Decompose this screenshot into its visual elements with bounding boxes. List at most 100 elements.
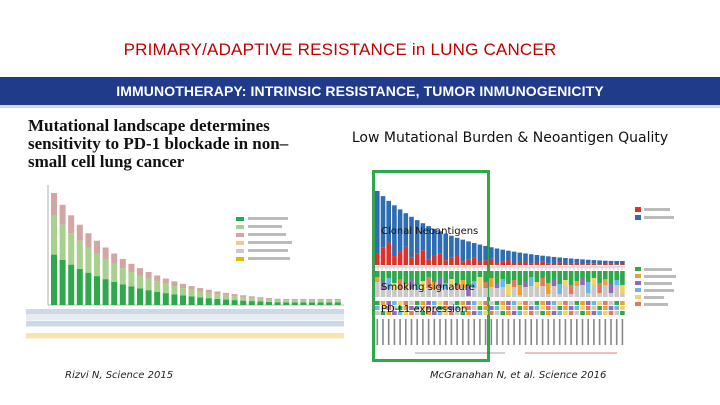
bar-segment — [171, 286, 178, 295]
sample-label — [541, 319, 544, 345]
bar-segment — [257, 297, 264, 299]
signature-cell — [517, 295, 523, 297]
bar-segment — [188, 289, 195, 297]
bar-segment — [197, 288, 204, 292]
bar-segment — [540, 261, 545, 265]
heatmap-cell — [540, 306, 545, 310]
bar-segment — [51, 254, 57, 305]
bar-segment — [85, 233, 92, 248]
bar-segment — [68, 215, 75, 234]
bar-segment — [534, 254, 540, 263]
signature-cell — [546, 283, 551, 294]
signature-cell — [375, 282, 380, 297]
bar-segment — [76, 240, 83, 269]
signature-cell — [443, 283, 448, 289]
heatmap-cell — [386, 306, 391, 310]
heatmap-cell — [409, 306, 414, 310]
bar-segment — [154, 275, 161, 282]
bar-segment — [102, 279, 109, 305]
signature-cell — [409, 271, 414, 280]
bar-segment — [94, 253, 100, 277]
bar-segment — [580, 264, 585, 265]
bar-segment — [188, 296, 195, 305]
signature-cell — [603, 279, 608, 285]
bar-segment — [471, 243, 477, 258]
heatmap-cell — [506, 311, 511, 315]
heatmap-cell — [546, 301, 551, 305]
table-row — [26, 321, 344, 327]
bar-segment — [128, 272, 135, 287]
bar-segment — [403, 213, 409, 247]
bar-segment — [426, 226, 431, 260]
signature-cell — [620, 285, 625, 293]
heatmap-cell — [551, 306, 557, 310]
signature-cell — [511, 271, 517, 280]
bar-segment — [145, 272, 152, 279]
bar-segment — [180, 288, 186, 296]
signature-cell — [483, 288, 488, 297]
signature-cell — [540, 286, 545, 297]
heatmap-cell — [523, 311, 528, 315]
signature-cell — [580, 271, 585, 277]
heatmap-cell — [534, 311, 540, 315]
signature-cell — [409, 280, 414, 289]
bar-segment — [317, 300, 324, 303]
bar-segment — [494, 262, 500, 265]
signature-cell — [443, 289, 448, 297]
heatmap-cell — [477, 301, 483, 305]
heatmap-cell — [449, 306, 454, 310]
heatmap-cell — [375, 301, 380, 305]
bar-segment — [494, 248, 500, 263]
heatmap-cell — [603, 311, 608, 315]
heatmap-cell — [392, 306, 397, 310]
bar-segment — [449, 257, 454, 265]
signature-cell — [375, 271, 380, 277]
bar-segment — [102, 247, 109, 259]
signature-cell — [597, 293, 602, 297]
bar-segment — [240, 300, 247, 305]
heatmap-cell — [380, 311, 386, 315]
sample-label — [524, 319, 527, 345]
heatmap-cell — [460, 311, 466, 315]
signature-cell — [528, 271, 534, 277]
bar-segment — [380, 247, 386, 265]
heatmap-cell — [380, 306, 386, 310]
bar-segment — [205, 289, 212, 293]
signature-cell — [466, 285, 471, 296]
sample-label — [581, 319, 584, 345]
signature-cell — [449, 271, 454, 279]
signature-cell — [597, 283, 602, 293]
bar-segment — [197, 291, 204, 298]
signature-cell — [557, 271, 562, 284]
signature-cell — [483, 271, 488, 282]
bar-segment — [214, 294, 221, 299]
signature-cell — [409, 289, 414, 297]
heatmap-cell — [614, 301, 619, 305]
bar-segment — [51, 215, 57, 255]
bar-segment — [145, 278, 152, 291]
signature-cell — [608, 271, 614, 284]
signature-cell — [494, 271, 500, 283]
bar-segment — [454, 237, 460, 256]
heatmap-cell — [597, 301, 602, 305]
signature-cell — [574, 286, 580, 297]
signature-cell — [489, 278, 494, 287]
bar-segment — [528, 263, 534, 265]
sample-label — [496, 319, 498, 345]
bar-segment — [205, 298, 212, 305]
signature-cell — [523, 271, 528, 281]
signature-cell — [546, 271, 551, 283]
sample-label — [547, 319, 550, 345]
heatmap-cell — [603, 306, 608, 310]
bar-segment — [197, 297, 204, 305]
bar-segment — [162, 278, 169, 284]
heatmap-cell — [409, 311, 414, 315]
bar-segment — [240, 295, 247, 298]
bar-segment — [568, 263, 574, 265]
heatmap-cell — [443, 311, 448, 315]
bar-segment — [334, 300, 341, 303]
bar-segment — [460, 239, 466, 262]
table-row — [26, 333, 344, 339]
signature-cell — [511, 287, 517, 297]
heatmap-cell — [546, 311, 551, 315]
